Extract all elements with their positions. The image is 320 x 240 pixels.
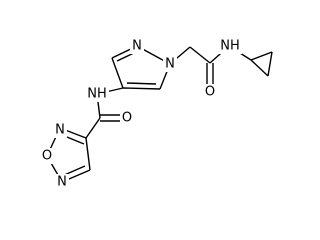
bonds — [46, 45, 273, 183]
atom-label: N — [165, 57, 175, 72]
atom-label: NH — [87, 87, 107, 102]
atom-label: N — [132, 39, 142, 54]
atom-label: N — [57, 175, 67, 190]
molecule-diagram: N N O NH NH O N O N — [40, 38, 273, 190]
atom-label: N — [55, 123, 65, 138]
atom-label: O — [42, 149, 52, 164]
atom-label: NH — [220, 39, 240, 54]
atom-labels: N N O NH NH O N O N — [40, 38, 242, 190]
atom-label: O — [205, 85, 215, 100]
atom-label: O — [122, 111, 132, 126]
